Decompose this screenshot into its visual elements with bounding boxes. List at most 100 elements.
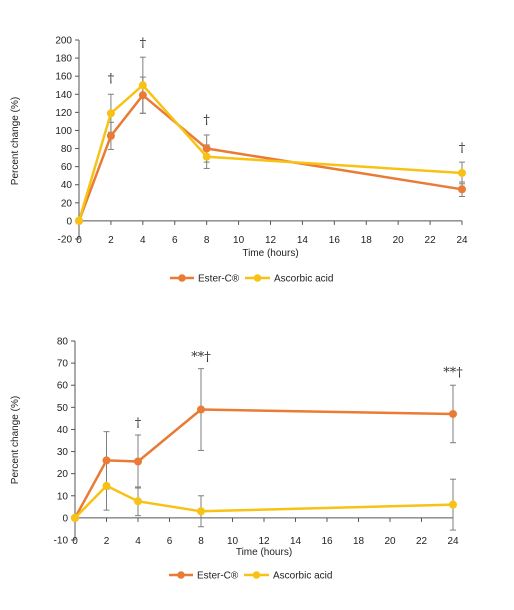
error-bars-series-1 [107,76,465,197]
y-tick-label: 70 [57,359,69,370]
series-line [73,408,454,519]
significance-marker: † [203,113,210,128]
x-tick-label: 4 [135,536,141,547]
legend-label: Ascorbic acid [273,571,332,582]
y-tick-label: 40 [61,180,73,191]
x-tick-label: 6 [167,536,173,547]
data-point [134,457,142,466]
x-tick-label: 0 [76,235,82,246]
x-tick-label: 24 [447,536,459,547]
y-tick-label: 30 [57,447,69,458]
y-tick-label: 20 [61,198,73,209]
data-point [102,456,111,465]
legend: Ester-C® Ascorbic acid [169,571,332,582]
x-tick-label: 20 [393,235,405,246]
data-point [138,81,147,90]
data-point [106,131,115,140]
x-tick-label: 16 [329,235,341,246]
x-tick-label: 6 [172,235,178,246]
data-point [71,513,79,522]
x-tick-label: 10 [227,536,239,547]
legend-marker [252,571,261,579]
significance-marker: † [140,36,147,51]
data-point [449,409,457,418]
x-tick-label: 12 [258,536,270,547]
significance-marker: † [108,72,115,87]
y-tick-label: 40 [57,425,69,436]
x-tick-label: 14 [290,536,302,547]
series-2 [71,481,457,522]
data-point [202,144,211,153]
legend-label: Ester-C® [197,571,239,582]
x-tick-label: 18 [361,235,373,246]
data-point [202,152,211,161]
x-tick-label: 22 [425,235,437,246]
x-tick-label: 0 [72,536,78,547]
series-line [77,83,463,222]
significance-marker: † [459,141,466,156]
series-2 [75,81,466,225]
x-tick-label: 8 [198,536,204,547]
data-point [102,481,111,490]
data-point [197,405,205,414]
y-tick-label: 80 [61,144,73,155]
y-tick-label: -20 [58,235,73,246]
y-tick-label: 160 [55,72,72,83]
x-tick-label: 10 [233,235,245,246]
significance-marker: **† [191,350,211,365]
legend-marker [178,274,186,282]
y-tick-label: 50 [57,403,69,414]
data-point [106,109,115,118]
y-tick-label: 100 [55,126,72,137]
data-point [449,500,457,509]
legend-marker [177,571,185,579]
error-bars-series-2 [103,461,456,531]
x-axis-label: Time (hours) [242,248,298,259]
x-tick-label: 18 [353,536,365,547]
significance-marker: † [135,416,142,431]
significance-marker: **† [443,365,463,380]
y-axis-label: Percent change (%) [10,396,21,484]
x-tick-label: 2 [104,536,110,547]
x-tick-label: 4 [140,235,146,246]
x-tick-label: 24 [456,235,468,246]
error-bars-series-2 [107,56,465,185]
y-tick-label: 0 [62,513,68,524]
x-tick-label: 12 [265,235,277,246]
x-tick-label: 2 [108,235,114,246]
error-bars-series-1 [103,368,456,490]
y-tick-label: 20 [57,469,69,480]
legend-label: Ester-C® [198,274,240,285]
data-point [458,185,466,194]
y-tick-label: -10 [54,536,69,547]
data-point [138,91,147,100]
x-tick-label: 14 [297,235,309,246]
x-tick-label: 22 [416,536,428,547]
data-point [197,507,205,516]
data-point [75,216,83,225]
x-axis-label: Time (hours) [236,547,292,558]
y-axis-label: Percent change (%) [10,97,21,185]
series-1 [71,405,457,522]
y-tick-label: 180 [55,54,72,65]
y-tick-label: 80 [57,337,69,348]
x-tick-label: 20 [384,536,396,547]
y-tick-label: 0 [66,216,72,227]
y-tick-label: 200 [55,36,72,47]
y-tick-label: 140 [55,90,72,101]
y-tick-label: 60 [57,381,69,392]
x-tick-label: 8 [204,235,210,246]
y-tick-label: 60 [61,162,73,173]
data-point [134,497,142,506]
legend-label: Ascorbic acid [274,274,333,285]
x-tick-label: 16 [321,536,333,547]
legend: Ester-C® Ascorbic acid [170,274,333,285]
legend-marker [253,274,262,282]
y-tick-label: 120 [55,108,72,119]
series-line [74,484,454,519]
series-line [77,93,463,222]
series-1 [75,91,466,225]
